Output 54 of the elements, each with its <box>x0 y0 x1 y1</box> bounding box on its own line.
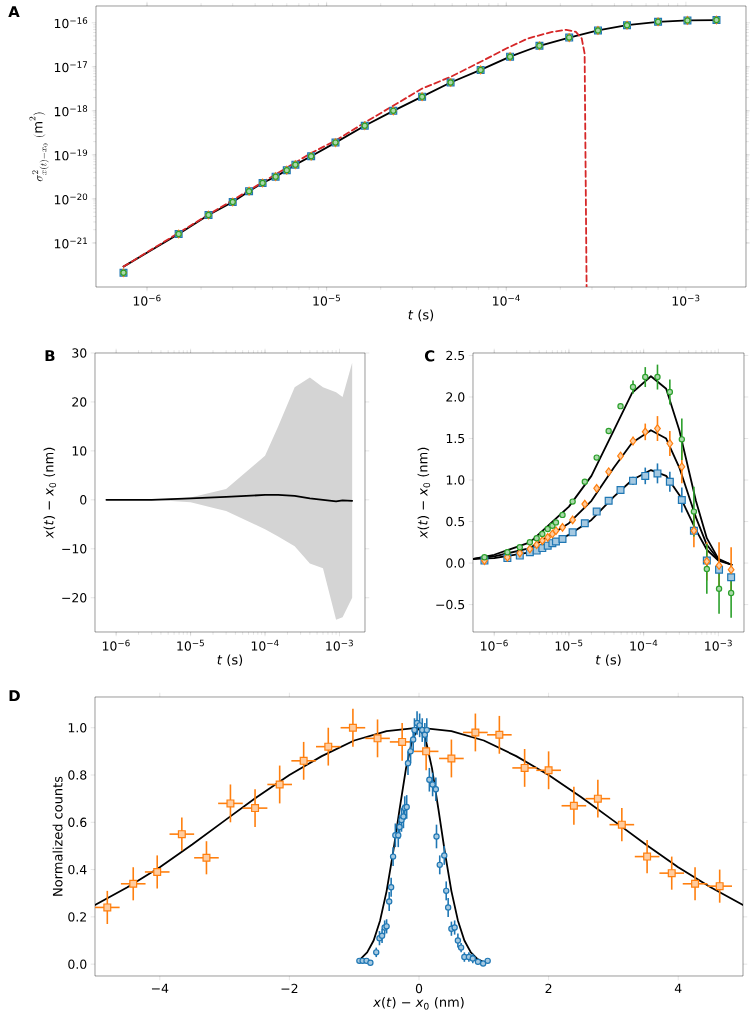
y-axis-title: Normalized counts <box>52 776 63 896</box>
x-tick-label: 0 <box>415 983 423 994</box>
y-tick-label: −20 <box>62 593 87 603</box>
y-tick-label: 0 <box>80 495 87 505</box>
y-tick-label: 1.5 <box>446 433 465 444</box>
y-tick-label: 0.8 <box>68 770 87 780</box>
x-axis-title: t (s) <box>596 654 621 667</box>
y-axis-title: x(t) − x$_{0}$ (nm) <box>417 447 431 539</box>
chart-title: C <box>424 350 435 362</box>
x-axis-title: x(t) − x$_{0}$ (nm) <box>372 997 464 1010</box>
x-tick-label: 10$^{−4}$ <box>493 294 520 306</box>
y-axis-title: x(t) − x$_{0}$ (nm) <box>43 447 57 539</box>
y-tick-label: 10$^{−18}$ <box>54 105 88 117</box>
x-tick-label: 10$^{−6}$ <box>102 639 130 651</box>
chart-title: B <box>45 350 55 362</box>
y-tick-label: 10$^{−19}$ <box>54 149 88 161</box>
x-tick-label: 10$^{−5}$ <box>555 639 583 651</box>
y-tick-label: 10$^{−21}$ <box>54 237 87 249</box>
chart-title: D <box>9 690 20 702</box>
y-axis-title: $\sigma^{2}_{x(t)-x_0}\ (\mathrm{m}^{2})$ <box>29 112 49 182</box>
y-tick-label: 0.4 <box>68 864 87 875</box>
x-tick-label: 10$^{−3}$ <box>705 639 732 651</box>
x-tick-label: −4 <box>151 983 169 993</box>
y-tick-label: 30 <box>72 348 87 358</box>
x-tick-label: 10$^{−3}$ <box>326 639 353 651</box>
y-tick-label: 2.5 <box>446 350 465 361</box>
x-tick-label: 10$^{−4}$ <box>251 639 279 651</box>
y-tick-label: 0.5 <box>446 516 465 527</box>
x-tick-label: 2 <box>545 983 552 994</box>
chart-title: A <box>8 6 20 18</box>
x-tick-label: 10$^{−5}$ <box>313 294 340 306</box>
x-tick-label: 10$^{−3}$ <box>672 294 700 306</box>
y-tick-label: 10$^{−17}$ <box>54 61 87 73</box>
y-tick-label: 0.0 <box>446 558 465 568</box>
y-tick-label: −10 <box>62 544 87 554</box>
y-tick-label: 0.0 <box>68 959 87 969</box>
y-tick-label: 10$^{−20}$ <box>54 193 88 205</box>
x-tick-label: 10$^{−4}$ <box>630 639 658 651</box>
y-tick-label: 1.0 <box>446 475 465 485</box>
y-tick-label: 10$^{−16}$ <box>54 17 88 29</box>
x-tick-label: 10$^{−5}$ <box>177 639 204 651</box>
y-tick-label: 0.2 <box>68 912 86 922</box>
y-tick-label: −0.5 <box>436 599 465 610</box>
x-tick-label: 4 <box>674 983 682 993</box>
x-tick-label: 10$^{−6}$ <box>481 639 508 651</box>
y-tick-label: 10 <box>72 446 87 456</box>
y-tick-label: 0.6 <box>68 817 87 828</box>
x-axis-title: t (s) <box>217 654 243 667</box>
x-axis-title: t (s) <box>408 309 434 322</box>
y-tick-label: 2.0 <box>446 392 465 402</box>
x-tick-label: 10$^{−6}$ <box>133 294 161 306</box>
y-tick-label: 20 <box>72 397 87 407</box>
y-tick-label: 1.0 <box>68 723 87 733</box>
x-tick-label: −2 <box>281 983 298 994</box>
